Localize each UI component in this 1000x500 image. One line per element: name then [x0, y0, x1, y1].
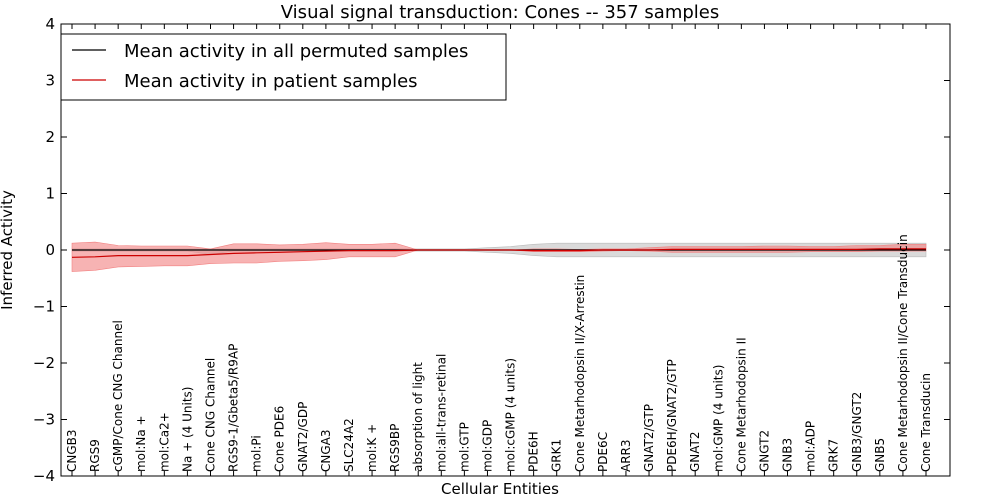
- y-tick-label: 3: [45, 72, 55, 90]
- y-tick-label: 2: [45, 128, 55, 146]
- x-tick-label: SLC24A2: [342, 418, 356, 472]
- x-tick-label: GNAT2/GDP: [296, 402, 310, 472]
- y-tick-label: 1: [45, 185, 55, 203]
- x-tick-label: ARR3: [619, 439, 633, 472]
- x-tick-label: GNAT2/GTP: [642, 404, 656, 472]
- x-tick-label: Cone Metarhodopsin II/X-Arrestin: [573, 275, 587, 472]
- x-tick-label: cGMP/Cone CNG Channel: [111, 320, 125, 472]
- x-tick-label: Na + (4 Units): [180, 386, 194, 472]
- x-tick-label: mol:Pi: [250, 435, 264, 472]
- x-tick-label: absorption of light: [411, 362, 425, 472]
- y-tick-label: 4: [45, 15, 55, 33]
- x-tick-label: mol:GTP: [457, 422, 471, 472]
- x-tick-label: GRK7: [827, 439, 841, 472]
- x-tick-label: GRK1: [550, 439, 564, 472]
- x-tick-label: CNGA3: [319, 430, 333, 473]
- x-tick-label: Cone Transducin: [919, 373, 933, 472]
- confidence-bands: [71, 241, 927, 272]
- x-tick-label: GNGT2: [757, 430, 771, 472]
- x-tick-label: mol:Na +: [134, 415, 148, 472]
- legend: Mean activity in all permuted samples Me…: [60, 33, 507, 101]
- y-tick-label: −2: [33, 354, 55, 372]
- x-tick-label: mol:GMP (4 units): [711, 365, 725, 472]
- y-tick-label: −3: [33, 411, 55, 429]
- x-tick-label: Cone PDE6: [273, 406, 287, 472]
- y-tick-label: −4: [33, 467, 55, 485]
- x-tick-label: mol:ADP: [804, 421, 818, 472]
- x-tick-label: PDE6C: [596, 432, 610, 472]
- x-axis: CNGB3 RGS9 cGMP/Cone CNG Channel mol:Na + mo…: [65, 24, 933, 476]
- x-tick-label: PDE6H: [527, 431, 541, 472]
- series-lines: [71, 248, 926, 258]
- legend-box: [60, 33, 507, 101]
- y-axis-label: Inferred Activity: [0, 190, 16, 310]
- x-tick-label: mol:cGMP (4 units): [504, 358, 518, 472]
- y-tick-label: −1: [33, 298, 55, 316]
- x-tick-label: mol:Ca2+: [157, 412, 171, 472]
- x-tick-label: RGS9: [88, 439, 102, 472]
- x-tick-label: GNAT2: [688, 431, 702, 472]
- legend-label-patient: Mean activity in patient samples: [124, 71, 418, 92]
- x-tick-label: Cone CNG Channel: [203, 358, 217, 472]
- x-tick-label: Cone Metarhodopsin II/Cone Transducin: [896, 234, 910, 472]
- x-tick-label: mol:K +: [365, 424, 379, 472]
- x-tick-label: Cone Metarhodopsin II: [734, 337, 748, 472]
- x-tick-label: GNB5: [873, 438, 887, 472]
- chart-title: Visual signal transduction: Cones -- 357…: [281, 2, 719, 23]
- series-line-patient: [71, 248, 926, 258]
- x-tick-label: CNGB3: [65, 429, 79, 472]
- x-tick-label: GNB3/GNGT2: [850, 392, 864, 472]
- x-axis-label: Cellular Entities: [441, 480, 559, 498]
- x-tick-label: GNB3: [781, 438, 795, 472]
- y-tick-label: 0: [45, 241, 55, 259]
- x-tick-label: mol:GDP: [480, 420, 494, 472]
- legend-label-permuted: Mean activity in all permuted samples: [124, 41, 468, 62]
- x-tick-label: PDE6H/GNAT2/GTP: [665, 359, 679, 472]
- x-tick-label: mol:all-trans-retinal: [434, 354, 448, 472]
- x-tick-label: RGS9-1/Gbeta5/R9AP: [227, 344, 241, 472]
- y-axis: −4 −3 −2 −1 0 1 2 3 4: [33, 15, 950, 485]
- x-tick-label: RGS9BP: [388, 424, 402, 472]
